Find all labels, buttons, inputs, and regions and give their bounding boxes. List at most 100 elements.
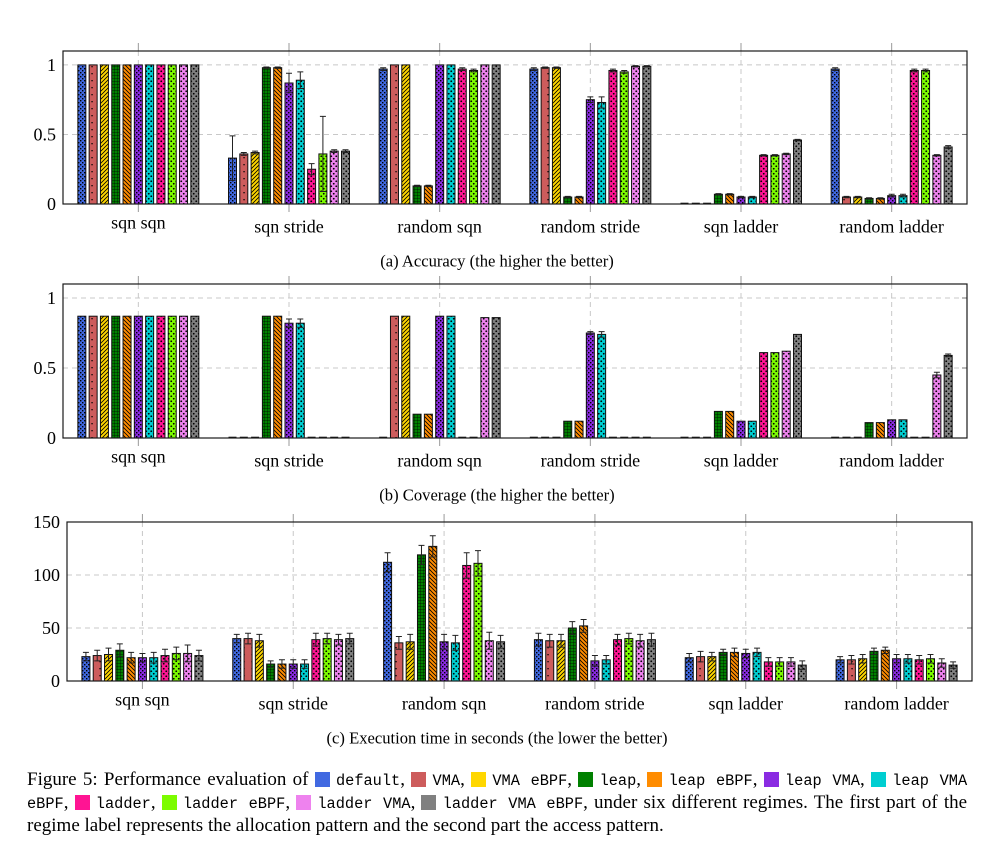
- bar: [167, 315, 177, 439]
- legend-swatch: [763, 772, 779, 787]
- category-label: random ladder: [839, 216, 943, 236]
- error-bar: [474, 550, 481, 577]
- bar: [480, 317, 490, 439]
- error-bar: [301, 659, 308, 669]
- bar: [551, 67, 561, 205]
- bar: [781, 153, 791, 205]
- error-bar: [938, 658, 945, 668]
- error-bar: [832, 67, 839, 71]
- category-label: random stride: [541, 216, 640, 236]
- bar: [122, 315, 132, 439]
- legend-separator: ,: [636, 769, 642, 790]
- error-bar: [312, 632, 319, 647]
- error-bar: [564, 195, 571, 199]
- error-bar: [263, 66, 270, 69]
- error-bar: [614, 633, 621, 646]
- bar: [295, 322, 305, 439]
- error-bar: [637, 633, 644, 648]
- legend-item: ladder VMA eBPF,: [421, 792, 588, 813]
- bar: [579, 625, 589, 682]
- error-bar: [697, 650, 704, 663]
- chart-accuracy: 0 0.5 1 sqn sqn sqn stride random sqn random s…: [34, 43, 968, 271]
- charts-layer: 0 0.5 1 sqn sqn sqn stride random sqn random s…: [33, 43, 973, 748]
- bar: [574, 420, 584, 439]
- bar: [412, 185, 422, 205]
- error-bar: [82, 651, 89, 662]
- error-bar: [441, 633, 448, 650]
- error-bar: [859, 654, 866, 664]
- error-bar: [580, 619, 587, 633]
- bar: [122, 64, 132, 205]
- error-bar: [278, 659, 285, 669]
- bar: [585, 332, 595, 439]
- bar: [99, 315, 109, 439]
- bar: [261, 315, 271, 439]
- legend-label: default: [335, 772, 401, 790]
- error-bar: [933, 371, 940, 379]
- legend-separator: ,: [63, 792, 69, 813]
- bar: [725, 193, 735, 205]
- bar: [412, 413, 422, 439]
- bar: [747, 420, 757, 439]
- bar: [389, 315, 399, 439]
- series-ladder-vma-ebpf: [190, 315, 953, 439]
- figure-caption: Figure 5: Performance evaluation of defa…: [27, 769, 967, 836]
- category-label: sqn sqn: [111, 447, 166, 467]
- legend-item: ladder VMA,: [296, 792, 415, 813]
- series-vma-ebpf: [104, 633, 868, 682]
- bar: [111, 315, 121, 439]
- bar: [378, 68, 388, 205]
- error-bar: [546, 633, 553, 648]
- bar: [261, 67, 271, 205]
- bar: [423, 413, 433, 439]
- bar: [642, 65, 652, 205]
- bar: [446, 64, 456, 205]
- y-tick-label: 100: [33, 565, 60, 585]
- category-label: random sqn: [402, 693, 487, 713]
- bar: [887, 419, 897, 439]
- legend-swatch: [411, 772, 427, 787]
- error-bar: [324, 632, 331, 645]
- bar: [613, 639, 623, 682]
- legend-label: ladder: [95, 795, 151, 813]
- bar: [830, 68, 840, 205]
- bar: [631, 65, 641, 205]
- error-bar: [252, 150, 259, 155]
- error-bar: [771, 154, 778, 157]
- bar: [416, 554, 426, 682]
- category-label: random stride: [545, 693, 644, 713]
- series-vma-ebpf: [99, 64, 863, 205]
- series-ladder-vma-ebpf: [194, 632, 958, 682]
- chart-coverage: 0 0.5 1 sqn sqn sqn stride random sqn random s…: [34, 276, 968, 505]
- error-bar: [429, 535, 436, 558]
- bar: [77, 315, 87, 439]
- y-tick-label: 150: [33, 512, 60, 532]
- y-tick-label: 0: [47, 194, 56, 214]
- bar: [462, 564, 472, 682]
- legend-item: leap VMA eBPF,: [27, 769, 967, 813]
- legend-separator: ,: [460, 769, 465, 790]
- bar: [243, 638, 253, 682]
- bar: [597, 101, 607, 205]
- error-bar: [173, 646, 180, 661]
- error-bar: [240, 152, 247, 156]
- category-label: random stride: [541, 450, 640, 470]
- error-bar: [425, 184, 432, 188]
- error-bar: [587, 331, 594, 335]
- series-ladder-vma: [179, 315, 942, 439]
- category-label: random sqn: [397, 450, 482, 470]
- bar: [428, 545, 438, 682]
- bar: [167, 64, 177, 205]
- bar: [457, 68, 467, 205]
- error-bar: [459, 67, 466, 71]
- y-tick-label: 0.5: [34, 358, 57, 378]
- bar: [943, 354, 953, 439]
- legend-label: VMA eBPF: [492, 772, 568, 790]
- error-bar: [407, 633, 414, 650]
- series-leap-vma: [133, 315, 897, 439]
- series-leap-ebpf: [122, 64, 885, 205]
- error-bar: [715, 193, 722, 196]
- series-leap-vma-ebpf: [145, 315, 908, 439]
- series-ladder-ebpf: [167, 315, 930, 439]
- error-bar: [116, 643, 123, 658]
